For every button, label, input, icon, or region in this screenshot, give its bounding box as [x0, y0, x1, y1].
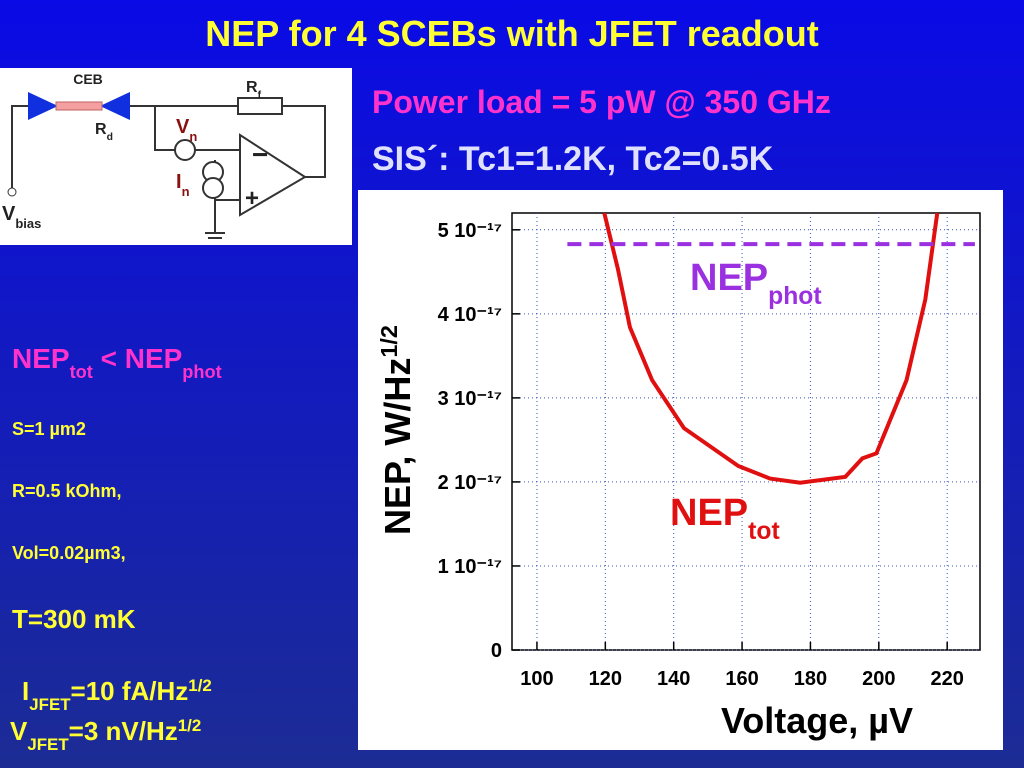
v-jfet-part: =3 nV/Hz	[69, 716, 178, 746]
ceb-left	[28, 92, 58, 120]
i-jfet: IJFET=10 fA/Hz1/2	[22, 676, 212, 714]
power-load: Power load = 5 pW @ 350 GHz	[372, 84, 831, 120]
i-jfet-part: I	[22, 676, 29, 706]
i-jfet-part: JFET	[29, 695, 71, 714]
circuit-wires	[11, 97, 326, 239]
chart-panel	[358, 190, 1003, 750]
minus-label: −	[252, 139, 268, 170]
ceb-right	[100, 92, 130, 120]
in-label: In	[176, 171, 190, 199]
rf-label: Rf	[246, 79, 262, 101]
v-jfet-part: 1/2	[178, 716, 201, 735]
v-jfet: VJFET=3 nV/Hz1/2	[10, 716, 201, 754]
rf-label-part: f	[258, 90, 262, 101]
curve-annotation: NEPtot	[670, 492, 780, 545]
ceb-label: CEB	[73, 71, 103, 87]
curve-annotation-part: NEP	[690, 257, 768, 299]
y-tick-label: 1 10⁻¹⁷	[438, 556, 502, 578]
curve-annotation-part: NEP	[670, 492, 748, 534]
rd-label-part: d	[107, 132, 113, 143]
y-axis-label-part: NEP, W/Hz	[377, 358, 418, 535]
y-tick-label: 3 10⁻¹⁷	[438, 388, 502, 410]
vbias-label-part: V	[2, 203, 16, 225]
nep-comparison-part: NEP	[12, 343, 70, 374]
x-tick-label: 220	[930, 668, 963, 690]
rf-label-part: R	[246, 79, 258, 96]
x-tick-label: 100	[520, 668, 553, 690]
plot-frame	[511, 212, 981, 651]
circuit-panel	[0, 68, 352, 245]
v-jfet-part: V	[10, 716, 28, 746]
vbias-label: Vbias	[2, 203, 41, 231]
curve-annotation-part: tot	[748, 518, 780, 545]
in-label-part: n	[182, 184, 190, 199]
y-tick-label: 0	[491, 640, 502, 662]
y-tick-label: 4 10⁻¹⁷	[438, 304, 502, 326]
vbias-label-part: bias	[15, 216, 41, 231]
x-tick-label: 180	[794, 668, 827, 690]
circuit: CEB − +	[0, 68, 352, 245]
nep-comparison: NEPtot < NEPphot	[12, 343, 222, 382]
bias-node	[7, 187, 17, 197]
y-tick-label: 5 10⁻¹⁷	[438, 220, 502, 242]
temperature: T=300 mK	[12, 604, 136, 634]
sis-info: SIS´: Tc1=1.2K, Tc2=0.5K	[372, 140, 774, 178]
data-line	[602, 213, 940, 485]
parameter: S=1 µm2	[12, 419, 86, 439]
slide-title: NEP for 4 SCEBs with JFET readout	[205, 13, 818, 54]
parameter: R=0.5 kOhm,	[12, 481, 122, 501]
x-axis-label: Voltage, µV	[721, 700, 913, 741]
vn-label: Vn	[176, 116, 197, 144]
vn-label-part: V	[176, 116, 190, 138]
rd-label-part: R	[95, 121, 107, 138]
i-jfet-part: 1/2	[188, 676, 211, 695]
curve-annotation: NEPphot	[690, 257, 822, 310]
y-axis-label-part: 1/2	[376, 325, 402, 358]
x-tick-label: 120	[589, 668, 622, 690]
y-axis-label: NEP, W/Hz1/2	[376, 325, 418, 535]
v-jfet-part: JFET	[27, 735, 69, 754]
x-tick-label: 200	[862, 668, 895, 690]
i-jfet-part: =10 fA/Hz	[71, 676, 189, 706]
x-tick-label: 140	[657, 668, 690, 690]
nep-comparison-part: tot	[70, 362, 93, 382]
parameter: Vol=0.02µm3,	[12, 543, 126, 563]
in-label-part: I	[176, 171, 182, 193]
vn-label-part: n	[189, 129, 197, 144]
ceb-absorber	[55, 101, 103, 111]
y-tick-label: 2 10⁻¹⁷	[438, 472, 502, 494]
plus-label: +	[245, 185, 259, 212]
rd-label: Rd	[95, 121, 113, 143]
nep-comparison-part: phot	[182, 362, 221, 382]
x-tick-label: 160	[725, 668, 758, 690]
nep-comparison-part: < NEP	[93, 343, 182, 374]
curve-annotation-part: phot	[768, 283, 821, 310]
